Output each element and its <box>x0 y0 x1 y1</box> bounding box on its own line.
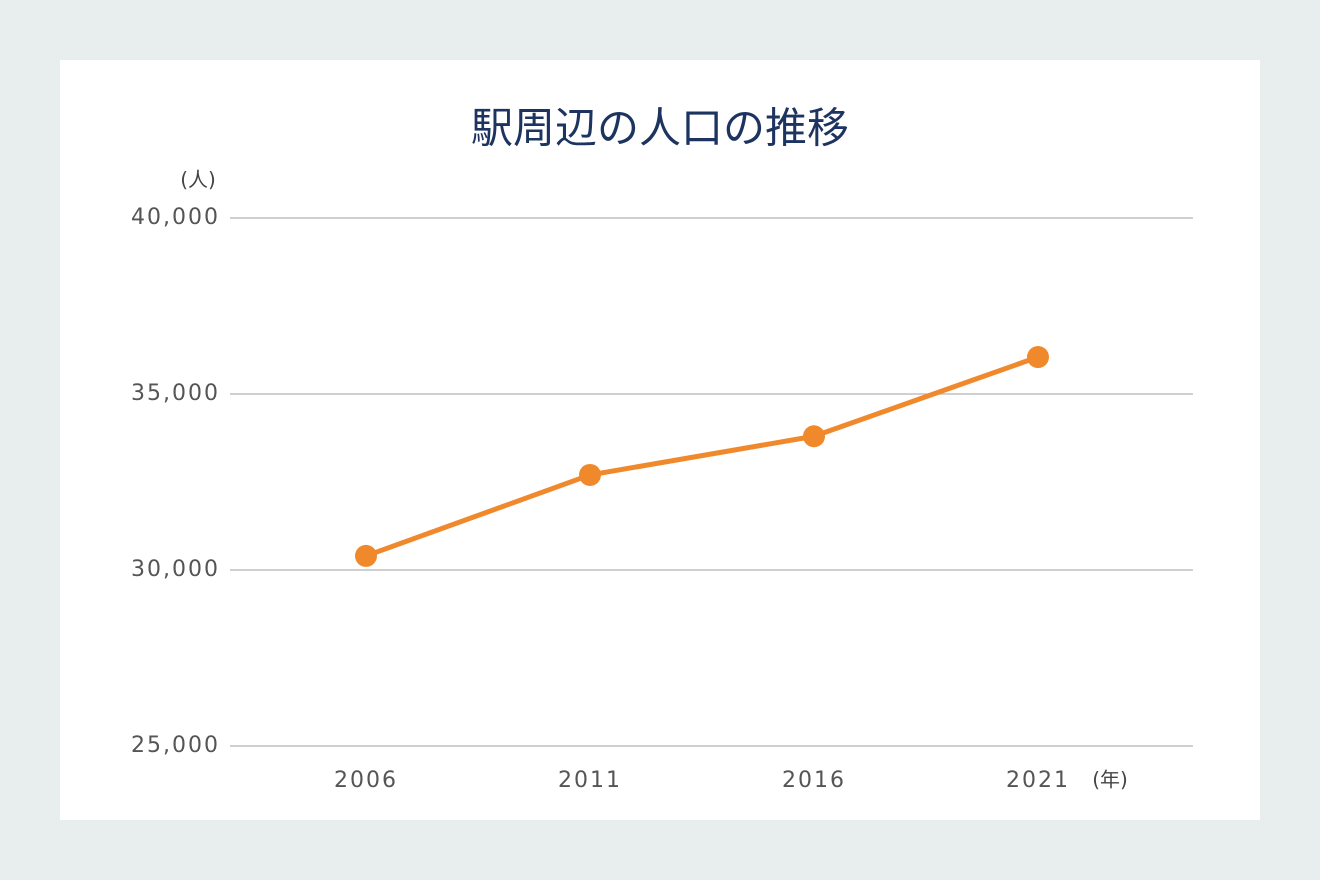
data-point <box>355 544 377 567</box>
x-axis-label: (年) <box>1092 768 1128 792</box>
data-point <box>1027 346 1049 369</box>
y-axis-label: (人) <box>180 168 216 192</box>
x-tick-label: 2021 <box>1006 768 1070 793</box>
y-tick-label: 25,000 <box>131 733 220 758</box>
y-tick-label: 30,000 <box>131 557 220 582</box>
chart-panel <box>60 60 1260 820</box>
x-tick-label: 2006 <box>334 768 398 793</box>
x-tick-label: 2016 <box>782 768 846 793</box>
chart-title: 駅周辺の人口の推移 <box>471 104 849 153</box>
data-point <box>579 463 601 486</box>
x-tick-label: 2011 <box>558 768 622 793</box>
series-line <box>365 354 1039 559</box>
y-tick-label: 35,000 <box>131 381 220 406</box>
data-point <box>803 425 825 448</box>
y-tick-label: 40,000 <box>131 205 220 230</box>
